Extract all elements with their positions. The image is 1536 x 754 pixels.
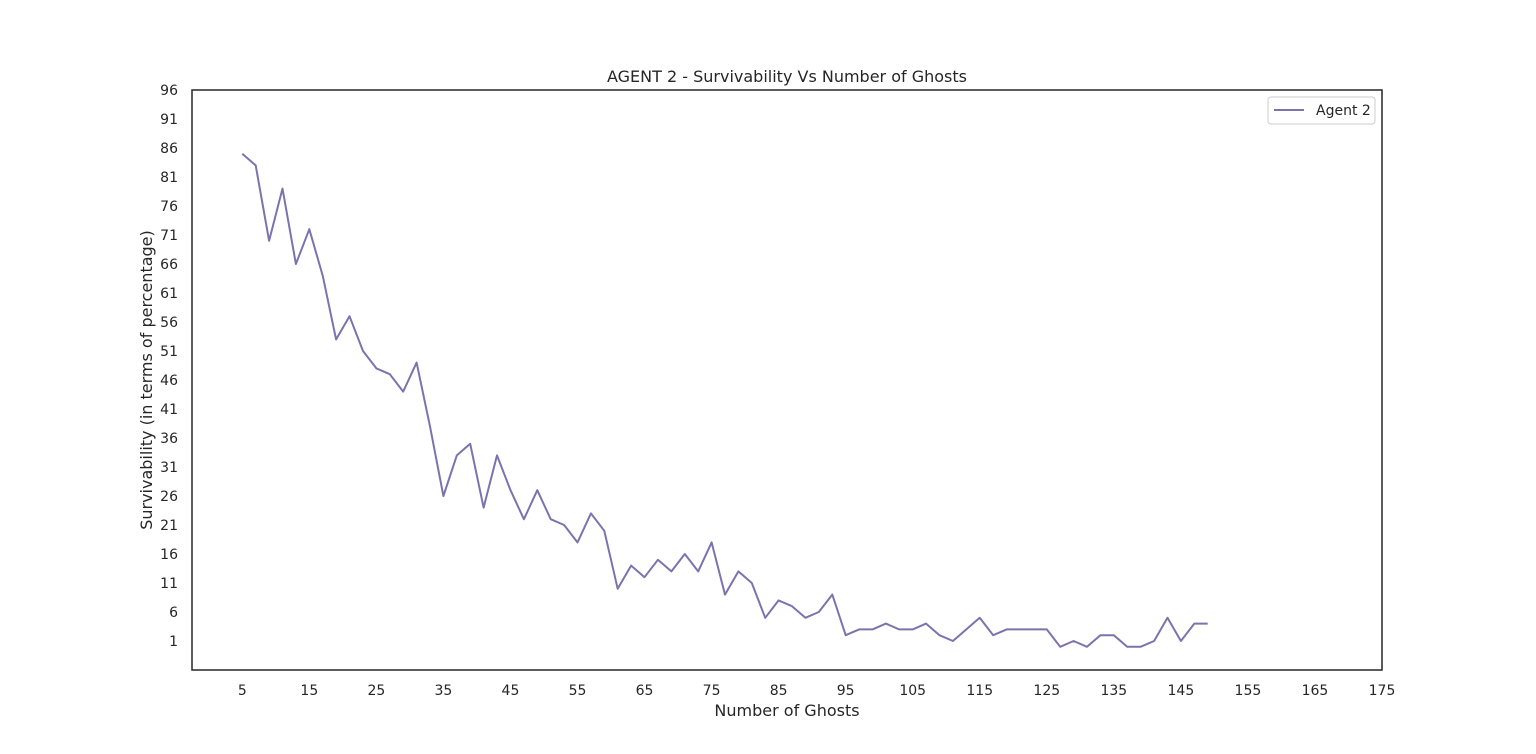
y-tick-label: 16: [160, 547, 178, 563]
y-tick-label: 46: [160, 373, 178, 389]
legend-box: [1267, 96, 1376, 125]
y-tick-label: 81: [160, 170, 178, 186]
x-tick-label: 5: [238, 683, 247, 699]
y-tick-label: 1: [169, 634, 178, 650]
x-axis-ticks: 5 15 25 35 45 55 65 75 85 95 105 115 125 135 145 155 165…: [238, 683, 1396, 699]
x-tick-label: 65: [636, 683, 654, 699]
y-tick-label: 31: [160, 460, 178, 476]
x-tick-label: 145: [1168, 683, 1195, 699]
y-tick-label: 11: [160, 576, 178, 592]
y-tick-label: 21: [160, 518, 178, 534]
x-tick-label: 25: [367, 683, 385, 699]
x-tick-label: 55: [569, 683, 587, 699]
y-tick-label: 96: [160, 83, 178, 99]
y-tick-label: 51: [160, 344, 178, 360]
x-tick-label: 115: [966, 683, 993, 699]
x-tick-label: 105: [899, 683, 926, 699]
y-tick-label: 36: [160, 431, 178, 447]
x-tick-label: 85: [770, 683, 788, 699]
series-layer: [241, 153, 1208, 648]
y-tick-label: 86: [160, 141, 178, 157]
x-tick-label: 35: [434, 683, 452, 699]
y-tick-label: 76: [160, 199, 178, 215]
legend-label-agent-2: Agent 2: [1316, 103, 1371, 119]
y-tick-label: 26: [160, 489, 178, 505]
x-tick-label: 165: [1302, 683, 1329, 699]
y-tick-label: 66: [160, 257, 178, 273]
x-tick-label: 45: [502, 683, 520, 699]
y-axis-label: Survivability (in terms of percentage): [137, 230, 156, 530]
x-tick-label: 125: [1033, 683, 1060, 699]
x-axis-label: Number of Ghosts: [714, 701, 859, 720]
y-tick-label: 6: [169, 605, 178, 621]
x-tick-label: 95: [837, 683, 855, 699]
x-tick-label: 155: [1235, 683, 1262, 699]
plot-frame: [191, 89, 1383, 671]
y-tick-label: 61: [160, 286, 178, 302]
x-tick-label: 135: [1100, 683, 1127, 699]
x-tick-label: 15: [300, 683, 318, 699]
chart-title: AGENT 2 - Survivability Vs Number of Gho…: [607, 67, 967, 86]
x-tick-label: 75: [703, 683, 721, 699]
y-tick-label: 41: [160, 402, 178, 418]
legend: Agent 2: [1267, 96, 1376, 125]
y-tick-label: 56: [160, 315, 178, 331]
series-line-agent-2: [241, 153, 1208, 648]
y-tick-label: 91: [160, 112, 178, 128]
y-tick-label: 71: [160, 228, 178, 244]
x-tick-label: 175: [1369, 683, 1396, 699]
